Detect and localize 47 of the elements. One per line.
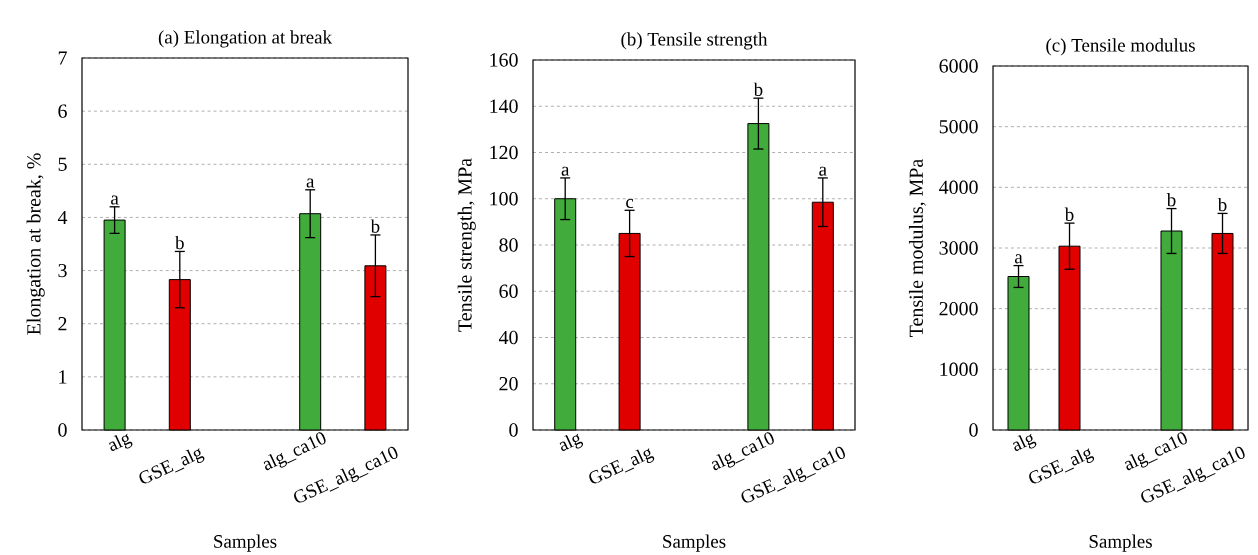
annotation: b [370,219,380,233]
chart-title: (b) Tensile strength [621,32,768,50]
x-tick-label: alg [109,433,133,452]
y-tick-label: 2000 [939,301,978,316]
y-axis-title: Elongation at break, % [26,153,45,335]
y-tick-label: 2 [58,317,67,331]
x-axis-title: Samples [214,534,277,552]
y-axis-title: Tensile strength, MPa [457,158,476,332]
y-tick-label: 1 [59,370,67,384]
annotation: a [111,195,119,205]
y-tick-label: 80 [499,238,518,252]
annotation: a [561,166,570,176]
y-tick-label: 140 [490,99,518,113]
y-tick-label: 6000 [939,59,978,73]
chart-title: (a) Elongation at break [158,30,333,48]
y-tick-label: 160 [490,53,518,67]
y-tick-label: 0 [509,423,518,437]
y-tick-label: 120 [490,145,518,160]
annotation: b [1217,197,1227,212]
y-tick-label: 4000 [939,180,978,195]
annotation: b [175,235,184,250]
y-tick-label: 60 [499,284,518,298]
y-tick-label: 6 [58,104,67,118]
annotation: b [1166,193,1176,207]
y-tick-label: 4 [57,210,68,224]
y-tick-label: 20 [499,377,518,391]
y-tick-label: 1000 [940,362,978,377]
y-axis-title: Tensile modulus, MPa [908,159,926,337]
y-tick-label: 0 [969,423,978,437]
y-tick-label: 100 [490,192,518,206]
y-tick-label: 0 [58,423,67,437]
y-tick-label: 5000 [939,119,978,134]
annotation: c [626,199,634,209]
annotation: a [819,166,827,176]
y-tick-label: 3 [58,263,67,278]
y-tick-label: 5 [58,157,67,171]
y-tick-label: 40 [498,330,518,345]
annotation: a [1014,254,1023,264]
annotation: b [1064,207,1074,221]
annotation: a [306,178,315,188]
y-tick-label: 7 [58,51,67,65]
chart-title: (c) Tensile modulus [1046,38,1195,56]
y-tick-label: 3000 [939,241,978,255]
annotation: b [753,82,763,96]
x-axis-title: Samples [663,534,726,552]
x-tick-label: alg [559,433,584,452]
x-axis-title: Samples [1089,534,1152,552]
